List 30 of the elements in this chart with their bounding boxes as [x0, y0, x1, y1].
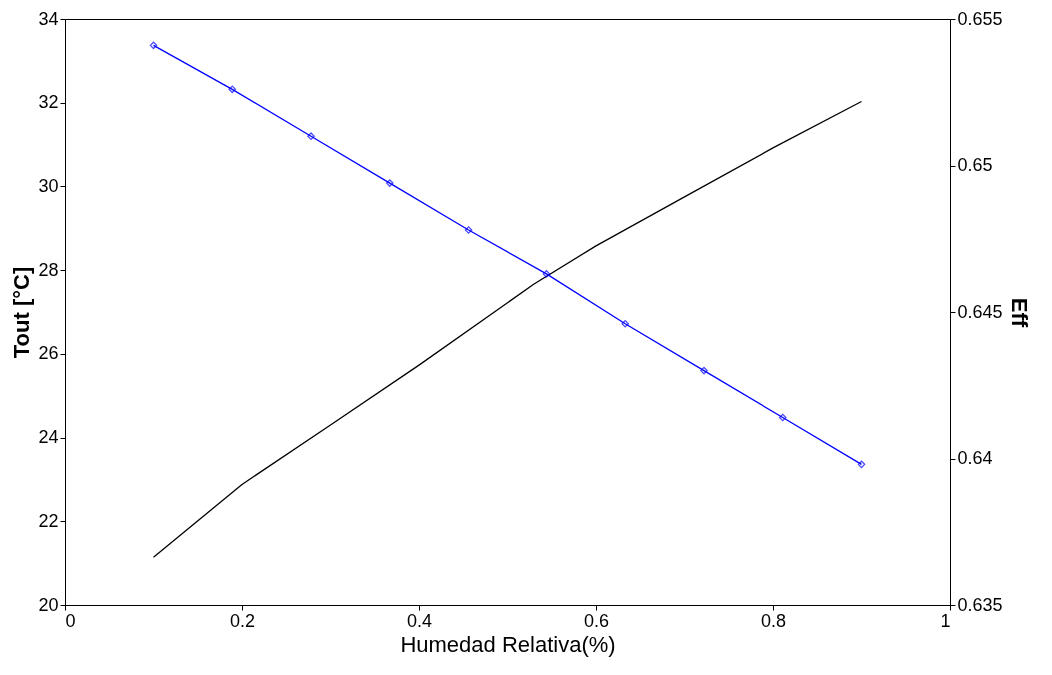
x-tick-label: 0.8 [760, 610, 787, 631]
y-tick-label: 24 [38, 427, 59, 448]
x-tick-label: 0.4 [406, 610, 433, 631]
y-tick-label: 34 [38, 8, 59, 29]
line-series [152, 100, 863, 558]
point [621, 319, 630, 328]
y2-tick-label: 0.635 [957, 594, 1003, 615]
y-tick-label: 20 [38, 594, 59, 615]
y-tick-label: 22 [38, 510, 59, 531]
point [228, 85, 237, 94]
x-tick-label: 1 [940, 610, 951, 631]
y2-tick-label: 0.645 [957, 301, 1003, 322]
x-tick-label: 0.6 [583, 610, 610, 631]
point [385, 179, 394, 187]
y-tick-label: 32 [38, 92, 59, 113]
x-tick-label: 0.2 [229, 610, 256, 631]
y-tick-label: 28 [38, 259, 59, 280]
y2-tick-label: 0.65 [957, 155, 993, 175]
y2-tick-label: 0.655 [957, 8, 1003, 29]
point [542, 270, 551, 278]
point [700, 366, 708, 375]
x-axis-title: Humedad Relativa(%) [400, 631, 616, 657]
y-tick-label: 30 [38, 175, 59, 196]
y-axis-title: Tout [°C] [9, 266, 35, 359]
y2-tick-label: 0.64 [957, 448, 993, 468]
point [464, 226, 473, 234]
y2-axis-title: Eff [1006, 297, 1032, 328]
y-tick-label: 26 [38, 343, 59, 364]
point [778, 413, 787, 422]
x-tick-label: 0 [65, 610, 76, 631]
